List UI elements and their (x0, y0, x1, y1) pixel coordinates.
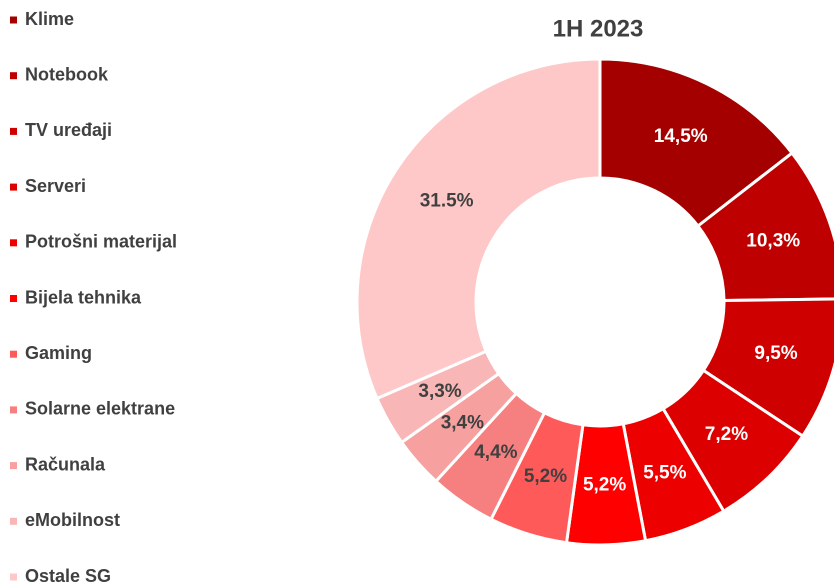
legend-label: Solarne elektrane (25, 399, 175, 419)
legend-swatch (10, 183, 17, 191)
legend-label: Gaming (25, 343, 92, 363)
data-label: 3,3% (418, 381, 461, 402)
data-label: 5,5% (643, 463, 686, 484)
legend-label: Ostale SG (25, 566, 111, 586)
slice (598, 57, 795, 229)
legend-swatch (10, 517, 17, 525)
data-label: 31.5% (420, 190, 474, 211)
legend-swatch (10, 72, 17, 80)
slice (355, 57, 602, 401)
data-label: 4,4% (474, 442, 517, 463)
data-label: 9,5% (754, 343, 797, 364)
legend-swatch (10, 462, 17, 470)
legend-swatch (10, 295, 17, 302)
data-label: 3,4% (441, 412, 484, 433)
legend-swatch (10, 350, 17, 358)
legend-label: Serveri (25, 176, 86, 196)
legend-swatch (10, 406, 17, 414)
data-label: 10,3% (746, 230, 800, 251)
legend-label: eMobilnost (25, 510, 120, 530)
legend-swatch (10, 16, 17, 24)
legend-label: Računala (25, 454, 106, 474)
data-label: 7,2% (705, 424, 748, 445)
legend-swatch (10, 573, 17, 581)
legend-label: Klime (25, 9, 74, 29)
slice (695, 150, 834, 302)
legend-label: TV uređaji (25, 120, 112, 140)
legend-swatch (10, 127, 17, 135)
legend-label: Notebook (25, 64, 109, 84)
legend-label: Bijela tehnika (25, 287, 142, 307)
data-label: 5,2% (583, 474, 626, 495)
chart-title: 1H 2023 (553, 15, 644, 42)
data-label: 14,5% (654, 126, 708, 147)
legend-swatch (10, 239, 17, 247)
data-label: 5,2% (524, 466, 567, 487)
legend-label: Potrošni materijal (25, 232, 177, 252)
